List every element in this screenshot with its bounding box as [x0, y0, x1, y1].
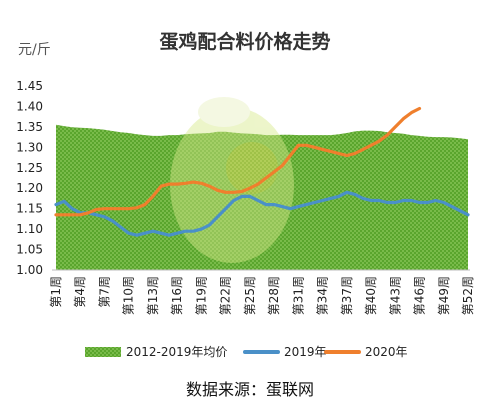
x-tick-label: 第19周 — [194, 276, 208, 315]
x-tick-label: 第46周 — [413, 276, 427, 315]
y-tick-label: 1.35 — [16, 120, 43, 134]
y-tick-label: 1.15 — [16, 202, 43, 216]
x-tick-label: 第28周 — [267, 276, 281, 315]
y-unit-label: 元/斤 — [18, 42, 51, 58]
y-tick-label: 1.25 — [16, 161, 43, 175]
series-line-1 — [54, 190, 470, 237]
legend-label-2019: 2019年 — [284, 345, 327, 359]
y-tick-label: 1.10 — [16, 222, 43, 236]
x-tick-label: 第37周 — [340, 276, 354, 315]
chart-title: 蛋鸡配合料价格走势 — [159, 30, 330, 53]
y-tick-label: 1.05 — [16, 243, 43, 257]
x-tick-label: 第13周 — [146, 276, 160, 315]
y-tick-labels: 1.00 1.05 1.10 1.15 1.20 1.25 1.30 1.35 1.40 1.45 — [16, 79, 43, 277]
data-source: 数据来源：蛋联网 — [186, 380, 314, 399]
x-tick-label: 第40周 — [364, 276, 378, 315]
y-tick-label: 1.20 — [16, 181, 43, 195]
y-tick-label: 1.00 — [16, 263, 43, 277]
y-tick-label: 1.40 — [16, 99, 43, 113]
x-tick-label: 第25周 — [243, 276, 257, 315]
x-tick-label: 第34周 — [316, 276, 330, 315]
watermark-logo — [170, 97, 294, 263]
x-tick-label: 第31周 — [291, 276, 305, 315]
x-tick-label: 第7周 — [97, 276, 111, 308]
legend-label-average: 2012-2019年均价 — [126, 345, 227, 359]
series-line-2 — [54, 106, 422, 217]
legend-swatch-average — [85, 347, 121, 357]
x-tick-label: 第43周 — [388, 276, 402, 315]
x-tick-label: 第22周 — [219, 276, 233, 315]
y-tick-label: 1.45 — [16, 79, 43, 93]
series-lines — [54, 106, 470, 237]
x-tick-labels: 第1周 第4周 第7周 第10周 第13周 第16周 第19周 第22周 第25周 第28周 第31… — [49, 276, 475, 315]
x-tick-label: 第49周 — [437, 276, 451, 315]
x-tick-label: 第1周 — [49, 276, 63, 308]
x-tick-label: 第52周 — [461, 276, 475, 315]
x-tick-label: 第16周 — [170, 276, 184, 315]
x-tick-label: 第10周 — [122, 276, 136, 315]
legend-label-2020: 2020年 — [365, 345, 408, 359]
y-tick-label: 1.30 — [16, 140, 43, 154]
legend: 2012-2019年均价 2019年 2020年 — [85, 345, 408, 359]
x-tick-label: 第4周 — [73, 276, 87, 308]
